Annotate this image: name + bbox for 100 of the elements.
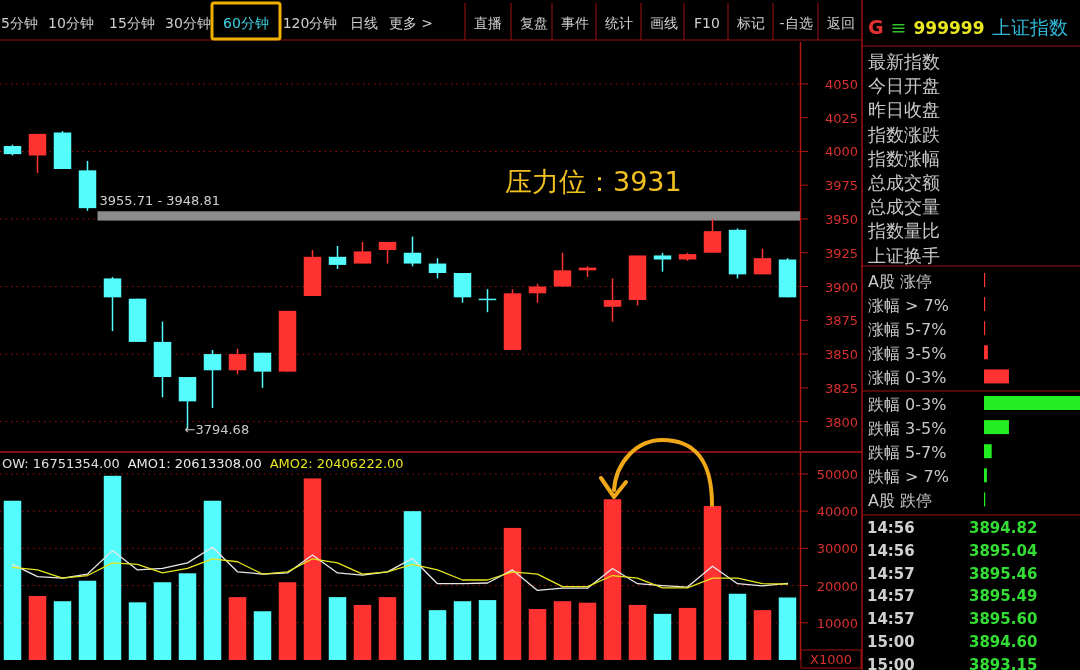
- y-tick-label: 20000: [816, 578, 858, 594]
- category-label: 标记: [736, 15, 765, 31]
- bar: [553, 601, 572, 660]
- band-label: 3955.71 - 3948.81: [99, 193, 220, 209]
- category-label: 更多 >: [388, 15, 434, 31]
- text: 指数涨幅: [867, 147, 940, 169]
- text: ≡: [890, 16, 907, 38]
- category-label: 14:56: [867, 541, 915, 560]
- bar: [353, 604, 372, 660]
- bar: [3, 500, 22, 660]
- bar: [303, 478, 322, 660]
- category-label: -自选: [779, 15, 813, 31]
- text: 指数涨跌: [867, 123, 940, 145]
- category-label: F10: [694, 15, 720, 31]
- text: 总成交额: [867, 172, 940, 193]
- candlestick: [753, 247, 772, 276]
- text: 指数量比: [867, 220, 940, 242]
- category-label: 日线: [350, 15, 378, 31]
- category-label: 返回: [827, 15, 855, 31]
- y-tick-label: 涨幅 > 7%: [868, 296, 949, 316]
- category-label: 14:57: [867, 610, 915, 629]
- category-label: 30分钟: [165, 15, 211, 31]
- bar: [478, 600, 497, 660]
- candlestick: [28, 133, 47, 174]
- y-tick-label: 涨幅 0-3%: [868, 368, 947, 388]
- y-tick-label: 3850: [824, 347, 858, 363]
- bar: [628, 604, 647, 660]
- annotation: 3894.82: [969, 519, 1038, 537]
- candlestick: [203, 349, 222, 409]
- candlestick: [403, 235, 422, 268]
- y-tick-label: 3900: [824, 279, 858, 295]
- bar: [278, 582, 297, 660]
- bar: [984, 345, 988, 360]
- bar: [453, 601, 472, 660]
- text: 上证换手: [868, 244, 940, 266]
- category-label: 15:00: [867, 655, 915, 670]
- bar: [153, 582, 172, 660]
- candlestick: [428, 257, 447, 280]
- candlestick: [328, 245, 347, 270]
- y-tick-label: 跌幅 3-5%: [868, 419, 947, 439]
- category-label: 15分钟: [109, 15, 155, 31]
- candlestick: [703, 218, 722, 254]
- category-label: 14:56: [867, 519, 915, 537]
- bar: [653, 613, 672, 660]
- bar: [253, 611, 272, 660]
- bar: [678, 607, 697, 660]
- category-label: 画线: [650, 15, 678, 31]
- text: 昨日收盘: [868, 99, 940, 121]
- bar: [103, 475, 122, 660]
- bar: [728, 593, 747, 660]
- text: G: [868, 16, 884, 38]
- y-tick-label: 涨幅 3-5%: [868, 344, 947, 364]
- bar: [984, 396, 1080, 410]
- text: 上证指数: [991, 16, 1068, 38]
- text: 今日开盘: [868, 75, 940, 97]
- bar: [984, 444, 992, 459]
- candlestick: [653, 252, 672, 273]
- y-tick-label: 3825: [824, 380, 858, 396]
- text: 3895.46: [969, 564, 1038, 583]
- text: AMO2: 20406222.00: [269, 456, 404, 471]
- y-tick-label: 3975: [824, 178, 858, 194]
- y-tick-label: 跌幅 0-3%: [868, 395, 947, 414]
- category-label: 14:57: [867, 587, 915, 606]
- text: 3895.49: [969, 587, 1038, 606]
- bar: [328, 597, 347, 660]
- bar: [28, 596, 47, 660]
- bar: [984, 420, 1009, 435]
- bar: [178, 573, 197, 660]
- y-tick-label: 4050: [824, 76, 858, 92]
- category-label: 120分钟: [282, 15, 338, 31]
- bar: [428, 610, 447, 660]
- text: 3894.60: [969, 633, 1038, 651]
- category-label: 事件: [561, 15, 589, 31]
- bar: [228, 597, 247, 660]
- annotation: 压力位：3931: [505, 166, 682, 197]
- bar: [528, 609, 547, 660]
- bar: [503, 527, 522, 660]
- bar: [703, 505, 722, 660]
- y-tick-label: 3950: [824, 211, 858, 227]
- text: 3895.04: [969, 541, 1038, 560]
- candlestick: [103, 276, 122, 332]
- y-tick-label: 跌幅 5-7%: [868, 443, 947, 463]
- category-label: 直播: [474, 15, 502, 31]
- y-tick-label: 跌幅 > 7%: [868, 467, 949, 487]
- text: 999999: [913, 18, 985, 38]
- category-label: 统计: [605, 15, 633, 31]
- bar: [403, 511, 422, 660]
- bar: [778, 597, 797, 660]
- y-axis-title: X1000: [810, 652, 852, 667]
- bar: [753, 610, 772, 660]
- y-tick-label: 3800: [824, 414, 858, 430]
- category-label: 14:57: [867, 564, 915, 583]
- y-tick-label: 3925: [824, 245, 858, 261]
- y-tick-label: 3875: [824, 313, 858, 329]
- y-tick-label: 30000: [816, 541, 858, 557]
- candlestick: [253, 351, 272, 389]
- y-tick-label: 10000: [816, 615, 858, 631]
- y-tick-label: 4000: [824, 144, 858, 160]
- y-tick-label: 40000: [816, 504, 858, 520]
- y-tick-label: 涨幅 5-7%: [868, 320, 947, 340]
